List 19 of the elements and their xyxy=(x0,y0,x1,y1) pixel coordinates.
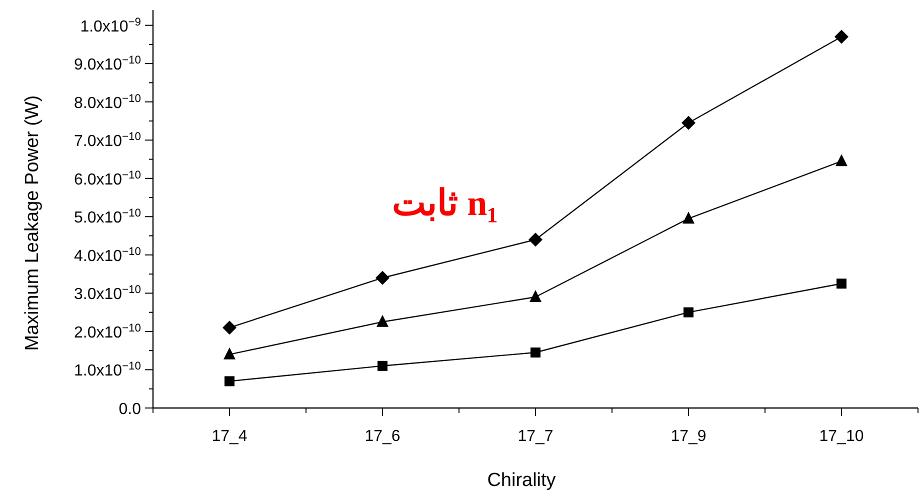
y-tick-label: 4.0x10$^{−10}$ xyxy=(74,246,141,265)
x-tick-label: 17_9 xyxy=(670,428,706,445)
y-tick-label: 2.0x10$^{−10}$ xyxy=(74,322,141,342)
y-tick-label: 1.0x10$^{−9}$ xyxy=(80,16,141,36)
x-axis-title: Chirality xyxy=(487,470,556,491)
y-tick-label: 5.0x10$^{−10}$ xyxy=(74,208,141,227)
x-tick-label: 17_10 xyxy=(819,428,864,445)
x-tick-label: 17_4 xyxy=(212,428,248,445)
y-tick-label: 8.0x10$^{−10}$ xyxy=(74,92,141,112)
y-tick-label: 0.0 xyxy=(118,401,142,418)
y-tick-label: 3.0x10$^{−10}$ xyxy=(74,284,141,304)
y-tick-label: 7.0x10$^{−10}$ xyxy=(74,131,141,150)
x-tick-label: 17_7 xyxy=(518,428,554,445)
y-tick-label: 9.0x10$^{−10}$ xyxy=(74,54,141,74)
y-tick-label: 1.0x10$^{−10}$ xyxy=(74,360,141,380)
annotation: ثابت n₁ xyxy=(392,183,498,223)
y-axis-title: Maximum Leakage Power (W) xyxy=(22,95,43,351)
y-tick-label: 6.0x10$^{−10}$ xyxy=(74,169,141,188)
x-tick-label: 17_6 xyxy=(364,428,400,445)
